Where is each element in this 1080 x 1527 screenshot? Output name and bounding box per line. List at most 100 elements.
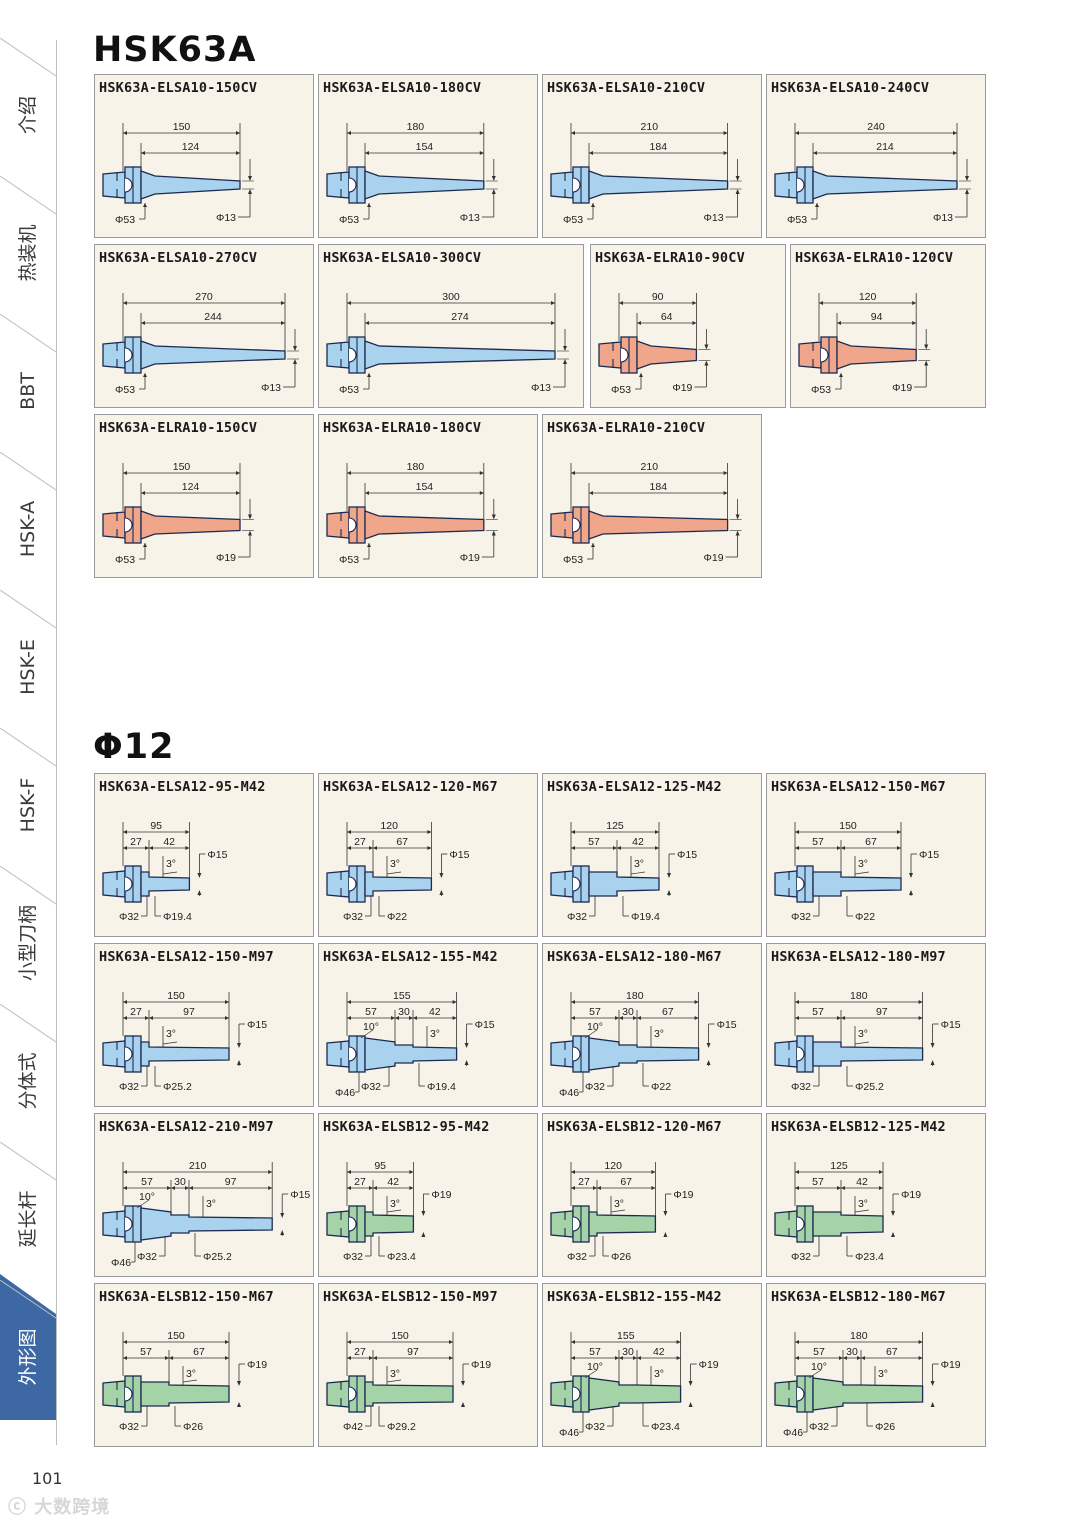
dim-segment: 27 <box>578 1176 590 1188</box>
sidebar-item-2[interactable]: BBT <box>0 314 56 460</box>
dim-angle: 3° <box>166 858 176 870</box>
dim-total-length: 120 <box>380 820 398 832</box>
drawing-card: 120 27 67 3° Φ26 Φ32 Φ19 HSK63A-ELSB12-120-M67 <box>542 1113 762 1277</box>
sidebar-item-3[interactable]: HSK-A <box>0 452 56 598</box>
card-title: HSK63A-ELSA12-210-M97 <box>99 1119 274 1135</box>
holder-body <box>140 340 286 370</box>
holder-body <box>364 170 485 200</box>
dim-angle: 3° <box>654 1028 664 1040</box>
sidebar-item-9[interactable]: 外形图 <box>0 1274 56 1426</box>
dim-total-length: 150 <box>167 1330 185 1342</box>
dim-segment: 30 <box>174 1176 186 1188</box>
dim-flange-diameter: Φ53 <box>339 554 359 566</box>
dim-base-diameter: Φ32 <box>119 1421 139 1433</box>
sidebar-item-7[interactable]: 分体式 <box>0 1004 56 1150</box>
dim-total-length: 95 <box>150 820 162 832</box>
dim-mid-diameter: Φ23.4 <box>855 1251 884 1263</box>
drawing-card: 150 124 Φ19 Φ53 HSK63A-ELRA10-150CV <box>94 414 314 578</box>
dim-big-diameter: Φ46 <box>335 1087 355 1099</box>
drawing-card: 180 57 30 67 10° 3° Φ46 Φ26 Φ32 Φ19 HSK63A-ELSB12-… <box>766 1283 986 1447</box>
dim-total-length: 210 <box>189 1160 207 1172</box>
dim-tip-diameter: Φ15 <box>717 1019 737 1031</box>
sidebar-item-6[interactable]: 小型刀柄 <box>0 866 56 1012</box>
drawing-card: 150 124 Φ13 Φ53 HSK63A-ELSA10-150CV <box>94 74 314 238</box>
card-title: HSK63A-ELSA12-180-M67 <box>547 949 722 965</box>
holder-drawing: 95 27 42 3° Φ23.4 Φ32 Φ19 <box>326 1160 452 1263</box>
dim-angle: 3° <box>430 1028 440 1040</box>
dim-mid-diameter: Φ19.4 <box>631 911 660 923</box>
dim-tip-diameter: Φ15 <box>449 849 469 861</box>
dim-tip-diameter: Φ15 <box>290 1189 310 1201</box>
dim-mid-diameter: Φ19.4 <box>163 911 192 923</box>
dim-mid-diameter: Φ22 <box>387 911 407 923</box>
holder-drawing: 180 57 30 67 10° 3° Φ46 Φ26 Φ32 Φ19 <box>774 1330 961 1439</box>
holder-body <box>140 1207 273 1241</box>
sidebar-item-4[interactable]: HSK-E <box>0 590 56 736</box>
holder-drawing: 125 57 42 3° Φ23.4 Φ32 Φ19 <box>774 1160 921 1263</box>
dim-mid-diameter: Φ19.4 <box>427 1081 456 1093</box>
holder-body <box>812 871 902 897</box>
dim-segment: 67 <box>886 1346 898 1358</box>
dim-total-length: 180 <box>407 121 425 133</box>
holder-body <box>588 170 729 200</box>
dim-segment: 57 <box>589 1006 601 1018</box>
dim-angle: 3° <box>390 1198 400 1210</box>
card-title: HSK63A-ELSA12-150-M97 <box>99 949 274 965</box>
card-title: HSK63A-ELSB12-150-M67 <box>99 1289 274 1305</box>
holder-drawing: 180 57 30 67 10° 3° Φ46 Φ22 Φ32 Φ15 <box>550 990 737 1099</box>
drawing-card: 95 27 42 3° Φ19.4 Φ32 Φ15 HSK63A-ELSA12-95-M42 <box>94 773 314 937</box>
card-title: HSK63A-ELSA12-155-M42 <box>323 949 498 965</box>
dim-body-length: 184 <box>650 141 668 153</box>
sidebar-item-5[interactable]: HSK-F <box>0 728 56 874</box>
dim-flange-diameter: Φ53 <box>339 384 359 396</box>
holder-body <box>588 1377 682 1411</box>
drawing-card: 180 57 97 3° Φ25.2 Φ32 Φ15 HSK63A-ELSA12-180-M9… <box>766 943 986 1107</box>
dim-angle: 3° <box>614 1198 624 1210</box>
dim-angle: 3° <box>858 1198 868 1210</box>
dim-total-length: 240 <box>867 121 885 133</box>
dim-total-length: 155 <box>393 990 411 1002</box>
dim-base-diameter: Φ32 <box>791 911 811 923</box>
holder-drawing: 120 27 67 3° Φ26 Φ32 Φ19 <box>550 1160 694 1263</box>
dim-base-diameter: Φ32 <box>361 1081 381 1093</box>
sidebar-item-label: BBT <box>17 372 39 410</box>
sidebar-item-label: HSK-A <box>17 500 39 558</box>
dim-angle: 10° <box>363 1021 379 1033</box>
dim-tip-diameter: Φ19 <box>216 552 236 564</box>
dim-total-length: 120 <box>604 1160 622 1172</box>
dim-total-length: 210 <box>641 121 659 133</box>
sidebar-item-1[interactable]: 热装机 <box>0 176 56 322</box>
dim-total-length: 150 <box>167 990 185 1002</box>
sidebar-nav: 介绍 热装机 BBT HSK-A HSK-E HSK-F 小型刀柄 分体式 延长杆 外形图 <box>0 38 57 1445</box>
dim-base-diameter: Φ32 <box>343 911 363 923</box>
holder-drawing: 150 124 Φ13 Φ53 <box>102 121 254 226</box>
dim-body-length: 124 <box>182 141 200 153</box>
drawing-card: 300 274 Φ13 Φ53 HSK63A-ELSA10-300CV <box>318 244 584 408</box>
dim-base-diameter: Φ32 <box>585 1081 605 1093</box>
holder-drawing: 155 57 30 42 10° 3° Φ46 Φ19.4 Φ32 Φ15 <box>326 990 495 1099</box>
card-title: HSK63A-ELSB12-155-M42 <box>547 1289 722 1305</box>
holder-drawing: 180 154 Φ13 Φ53 <box>326 121 498 226</box>
holder-drawing: 150 27 97 3° Φ29.2 Φ42 Φ19 <box>326 1330 491 1433</box>
card-title: HSK63A-ELRA10-180CV <box>323 420 482 436</box>
dim-mid-diameter: Φ25.2 <box>855 1081 884 1093</box>
sidebar-item-0[interactable]: 介绍 <box>0 38 56 184</box>
holder-drawing: 120 94 Φ19 Φ53 <box>798 291 931 396</box>
dim-tip-diameter: Φ13 <box>531 382 551 394</box>
holder-drawing: 95 27 42 3° Φ19.4 Φ32 Φ15 <box>102 820 228 923</box>
drawing-card: 180 154 Φ19 Φ53 HSK63A-ELRA10-180CV <box>318 414 538 578</box>
holder-body <box>812 1377 924 1411</box>
card-title: HSK63A-ELSB12-150-M97 <box>323 1289 498 1305</box>
holder-body <box>812 1041 924 1067</box>
dim-angle: 3° <box>858 1028 868 1040</box>
dim-mid-diameter: Φ22 <box>651 1081 671 1093</box>
dim-base-diameter: Φ32 <box>567 911 587 923</box>
sidebar-item-8[interactable]: 延长杆 <box>0 1142 56 1288</box>
card-title: HSK63A-ELRA10-150CV <box>99 420 258 436</box>
dim-segment: 67 <box>620 1176 632 1188</box>
drawing-card: 155 57 30 42 10° 3° Φ46 Φ19.4 Φ32 Φ15 HSK63A-ELSA1… <box>318 943 538 1107</box>
dim-angle: 10° <box>811 1361 827 1373</box>
dim-segment: 30 <box>622 1006 634 1018</box>
dim-total-length: 120 <box>859 291 877 303</box>
sidebar-item-label: HSK-F <box>17 777 39 833</box>
